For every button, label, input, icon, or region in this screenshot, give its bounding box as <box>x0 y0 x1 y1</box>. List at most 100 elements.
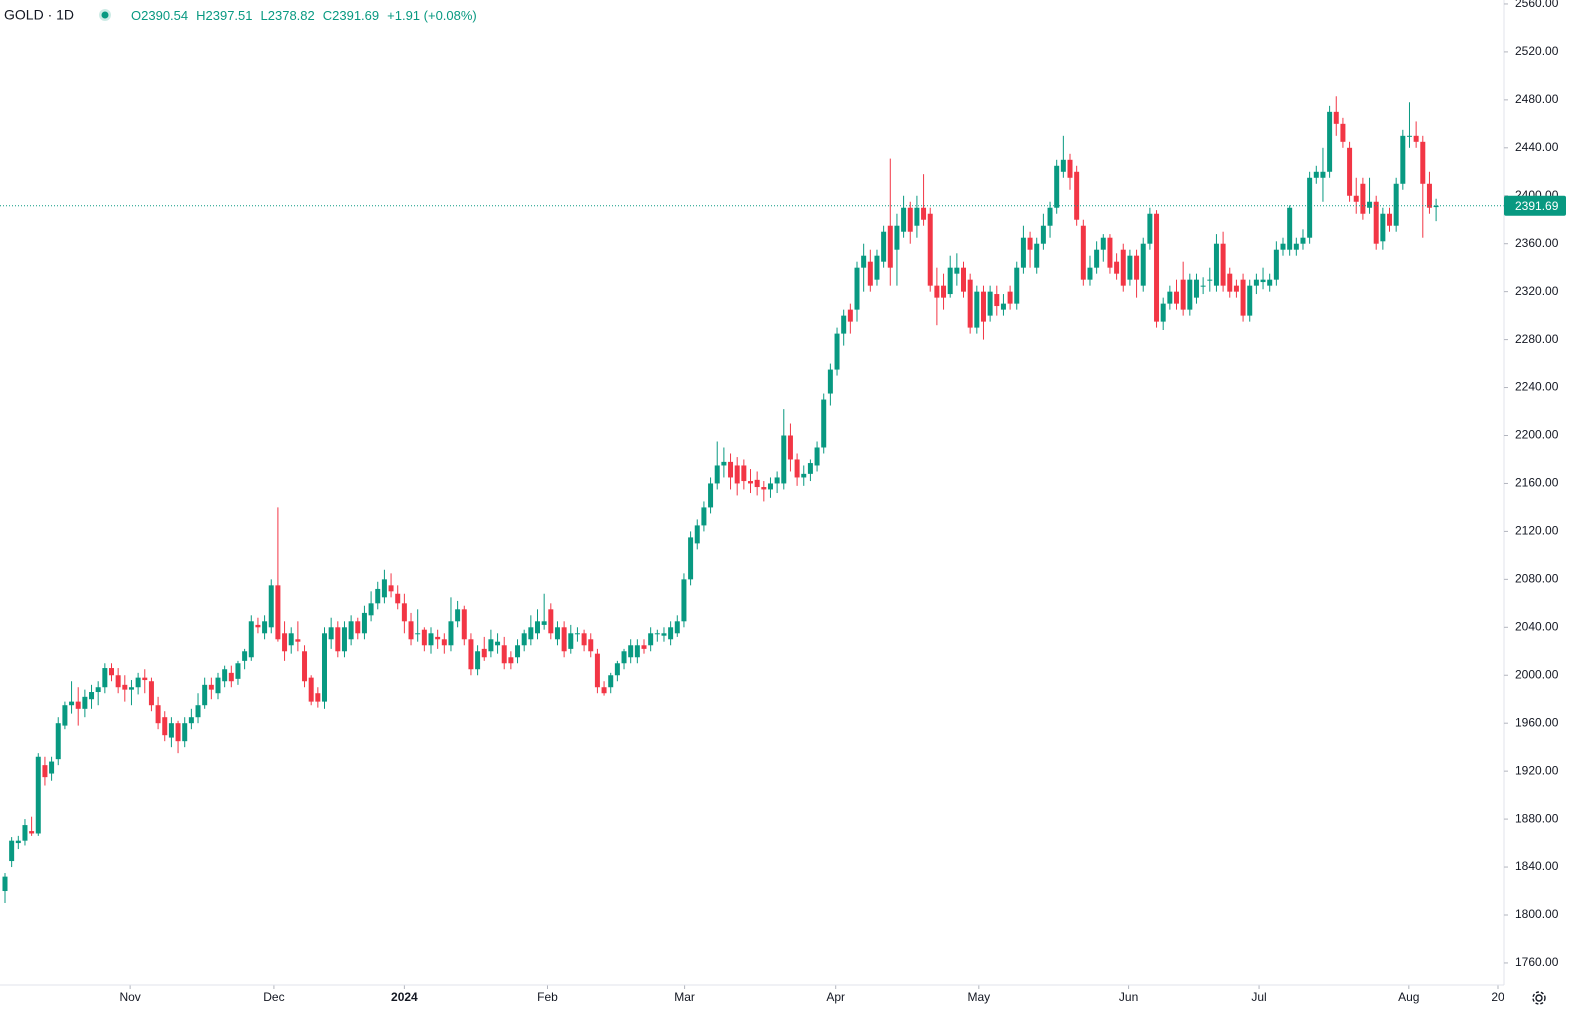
candle-body <box>1154 213 1160 322</box>
y-tick-label: 2200.00 <box>1515 428 1559 442</box>
x-tick-label: 20 <box>1491 990 1505 1004</box>
candle-body <box>614 663 620 676</box>
candle-body <box>761 487 767 490</box>
y-tick-label: 1960.00 <box>1515 715 1559 729</box>
candle-body <box>581 633 587 646</box>
legend-backdrop <box>0 0 500 32</box>
candle-body <box>228 672 234 682</box>
last-price-badge <box>1504 195 1566 216</box>
candle-body <box>1260 279 1266 283</box>
candle-body <box>881 231 887 262</box>
candle-body <box>781 435 787 484</box>
candle-body <box>608 675 614 688</box>
candle-body <box>1400 135 1406 184</box>
candle-body <box>1267 279 1273 286</box>
y-tick-label: 2280.00 <box>1515 332 1559 346</box>
candle-body <box>1147 213 1153 244</box>
candle-body <box>1340 123 1346 142</box>
y-tick-label: 2520.00 <box>1515 44 1559 58</box>
candle-body <box>361 612 367 634</box>
candle-body <box>721 461 727 466</box>
candle-body <box>654 633 660 635</box>
candle-body <box>521 633 527 646</box>
candle-body <box>1220 243 1226 286</box>
candle-body <box>155 705 161 724</box>
candle-body <box>215 677 221 694</box>
candle-body <box>89 692 95 700</box>
candle-body <box>455 609 461 622</box>
candle-body <box>1067 159 1073 178</box>
candle-body <box>95 687 101 693</box>
candle-body <box>974 291 980 328</box>
ohlc-value: 2390.54 <box>141 8 188 23</box>
candle-body <box>262 621 268 634</box>
ohlc-value: 2378.82 <box>268 8 315 23</box>
ohlc-letter: C <box>323 8 332 23</box>
x-tick-label: Dec <box>263 990 284 1004</box>
candle-body <box>554 627 560 640</box>
candle-body <box>222 669 228 682</box>
settings-button[interactable] <box>1532 991 1546 1005</box>
candle-body <box>701 507 707 526</box>
candle-body <box>1406 135 1412 137</box>
candle-body <box>1393 183 1399 226</box>
candle-body <box>2 876 8 892</box>
y-tick-label: 1840.00 <box>1515 859 1559 873</box>
candle-body <box>934 285 940 298</box>
candle-body <box>668 627 674 640</box>
price-axis: 1760.00 1800.00 1840.00 1880.00 1920.00 1960.… <box>1504 0 1566 969</box>
candle-body <box>987 291 993 316</box>
candle-body <box>448 621 454 646</box>
candle-body <box>122 684 128 690</box>
candle-body <box>754 479 760 488</box>
candle-body <box>874 255 880 280</box>
candle-body <box>508 657 514 664</box>
candle-body <box>1360 183 1366 214</box>
candle-body <box>1187 279 1193 310</box>
candle-body <box>355 621 361 634</box>
candle-body <box>1007 291 1013 304</box>
y-tick-label: 1920.00 <box>1515 763 1559 777</box>
candle-body <box>941 285 947 298</box>
candle-body <box>534 621 540 634</box>
candle-body <box>501 645 507 664</box>
candle-body <box>914 207 920 226</box>
x-tick-label: Jun <box>1119 990 1138 1004</box>
candle-body <box>268 585 274 628</box>
candle-body <box>1193 279 1199 298</box>
y-tick-label: 2440.00 <box>1515 140 1559 154</box>
candle-body <box>861 255 867 268</box>
candle-body <box>255 624 261 628</box>
candle-body <box>1240 279 1246 316</box>
candle-body <box>1387 213 1393 226</box>
candle-body <box>634 645 640 658</box>
candle-body <box>102 668 108 688</box>
candle-body <box>1233 285 1239 292</box>
candle-body <box>375 588 381 604</box>
candle-body <box>128 687 134 690</box>
candle-body <box>9 840 15 862</box>
candle-body <box>1373 201 1379 244</box>
ohlc-letter: O <box>131 8 141 23</box>
candle-body <box>35 756 41 834</box>
candle-body <box>1420 141 1426 184</box>
last-price-label: 2391.69 <box>1515 199 1559 213</box>
y-tick-label: 1880.00 <box>1515 811 1559 825</box>
symbol-title[interactable]: GOLD · 1D <box>4 7 74 23</box>
candle-body <box>1120 249 1126 286</box>
candle-body <box>1074 171 1080 220</box>
candle-body <box>980 291 986 322</box>
x-tick-label: Aug <box>1398 990 1419 1004</box>
candle-body <box>395 593 401 604</box>
candle-body <box>195 705 201 718</box>
candle-body <box>827 369 833 394</box>
candle-body <box>621 651 627 664</box>
ohlc-letter: H <box>196 8 205 23</box>
gear-teeth <box>1532 991 1546 1005</box>
market-status-dot[interactable] <box>101 11 109 19</box>
candle-body <box>1040 225 1046 244</box>
candle-body <box>967 279 973 328</box>
y-tick-label: 2240.00 <box>1515 380 1559 394</box>
candle-body <box>461 609 467 640</box>
